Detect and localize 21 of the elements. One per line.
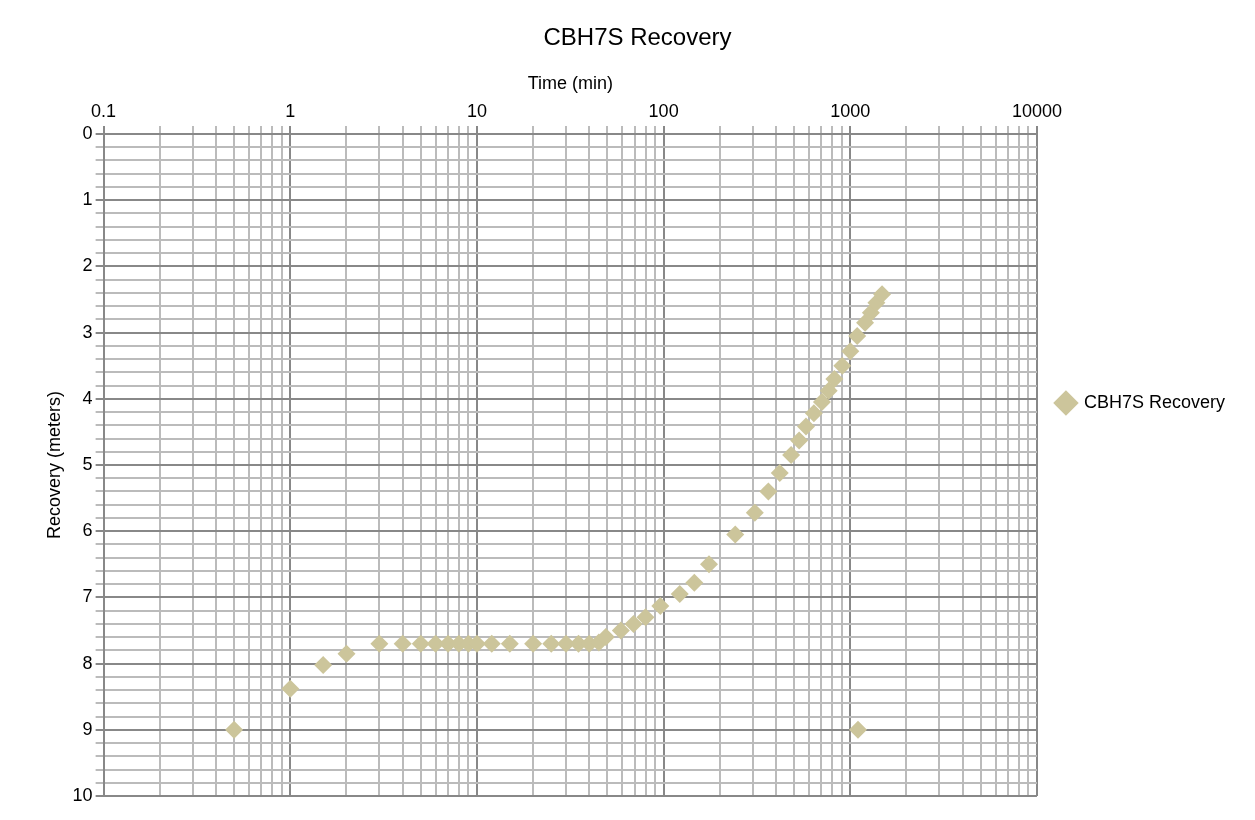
y-tick-label: 5: [82, 453, 93, 474]
y-axis-title: Recovery (meters): [43, 390, 64, 540]
y-tick-label: 7: [82, 586, 93, 607]
y-tick-label: 1: [82, 189, 93, 210]
chart-title: CBH7S Recovery: [543, 23, 732, 51]
x-tick-label: 10000: [1011, 101, 1062, 122]
y-tick-label: 9: [82, 718, 93, 739]
y-tick-label: 3: [82, 321, 93, 342]
x-axis-title: Time (min): [527, 72, 613, 93]
y-tick-label: 6: [82, 520, 93, 541]
x-tick-label: 1000: [830, 101, 871, 122]
x-tick-label: 100: [648, 101, 679, 122]
x-tick-label: 10: [466, 101, 487, 122]
y-tick-label: 10: [72, 784, 93, 805]
y-tick-label: 0: [82, 122, 93, 143]
y-tick-label: 2: [82, 255, 93, 276]
y-tick-label: 8: [82, 652, 93, 673]
y-tick-label: 4: [82, 387, 93, 408]
x-tick-label: 1: [285, 101, 296, 122]
x-tick-label: 0.1: [91, 101, 117, 122]
legend-label: CBH7S Recovery: [1083, 391, 1225, 412]
